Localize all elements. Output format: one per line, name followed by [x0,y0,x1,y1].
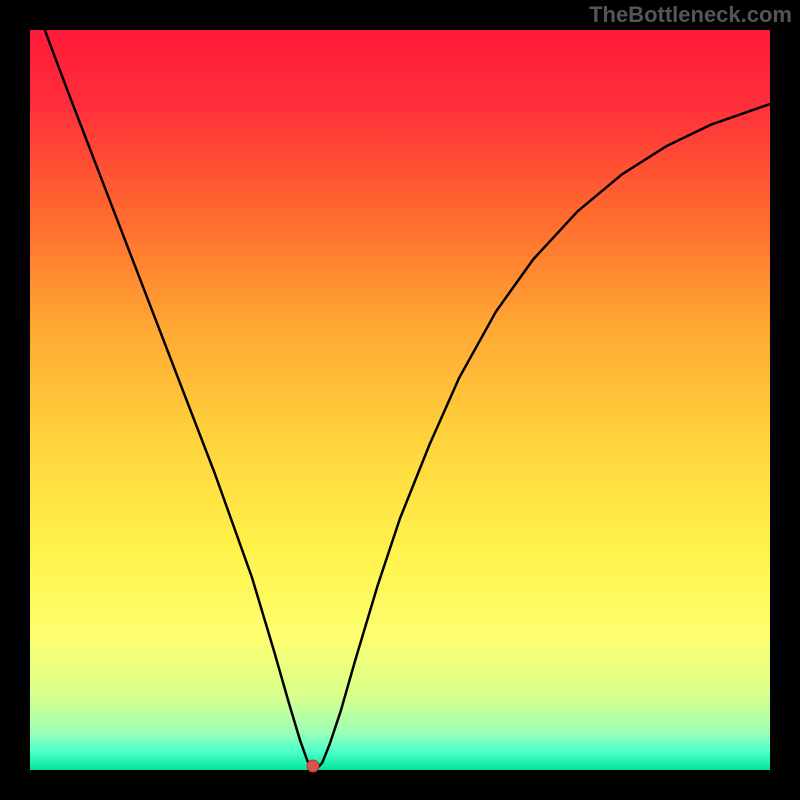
chart-container: TheBottleneck.com [0,0,800,800]
bottleneck-curve [45,30,770,769]
plot-area [30,30,770,770]
optimal-point-marker [307,759,320,772]
watermark-text: TheBottleneck.com [589,2,792,28]
curve-svg [30,30,770,770]
